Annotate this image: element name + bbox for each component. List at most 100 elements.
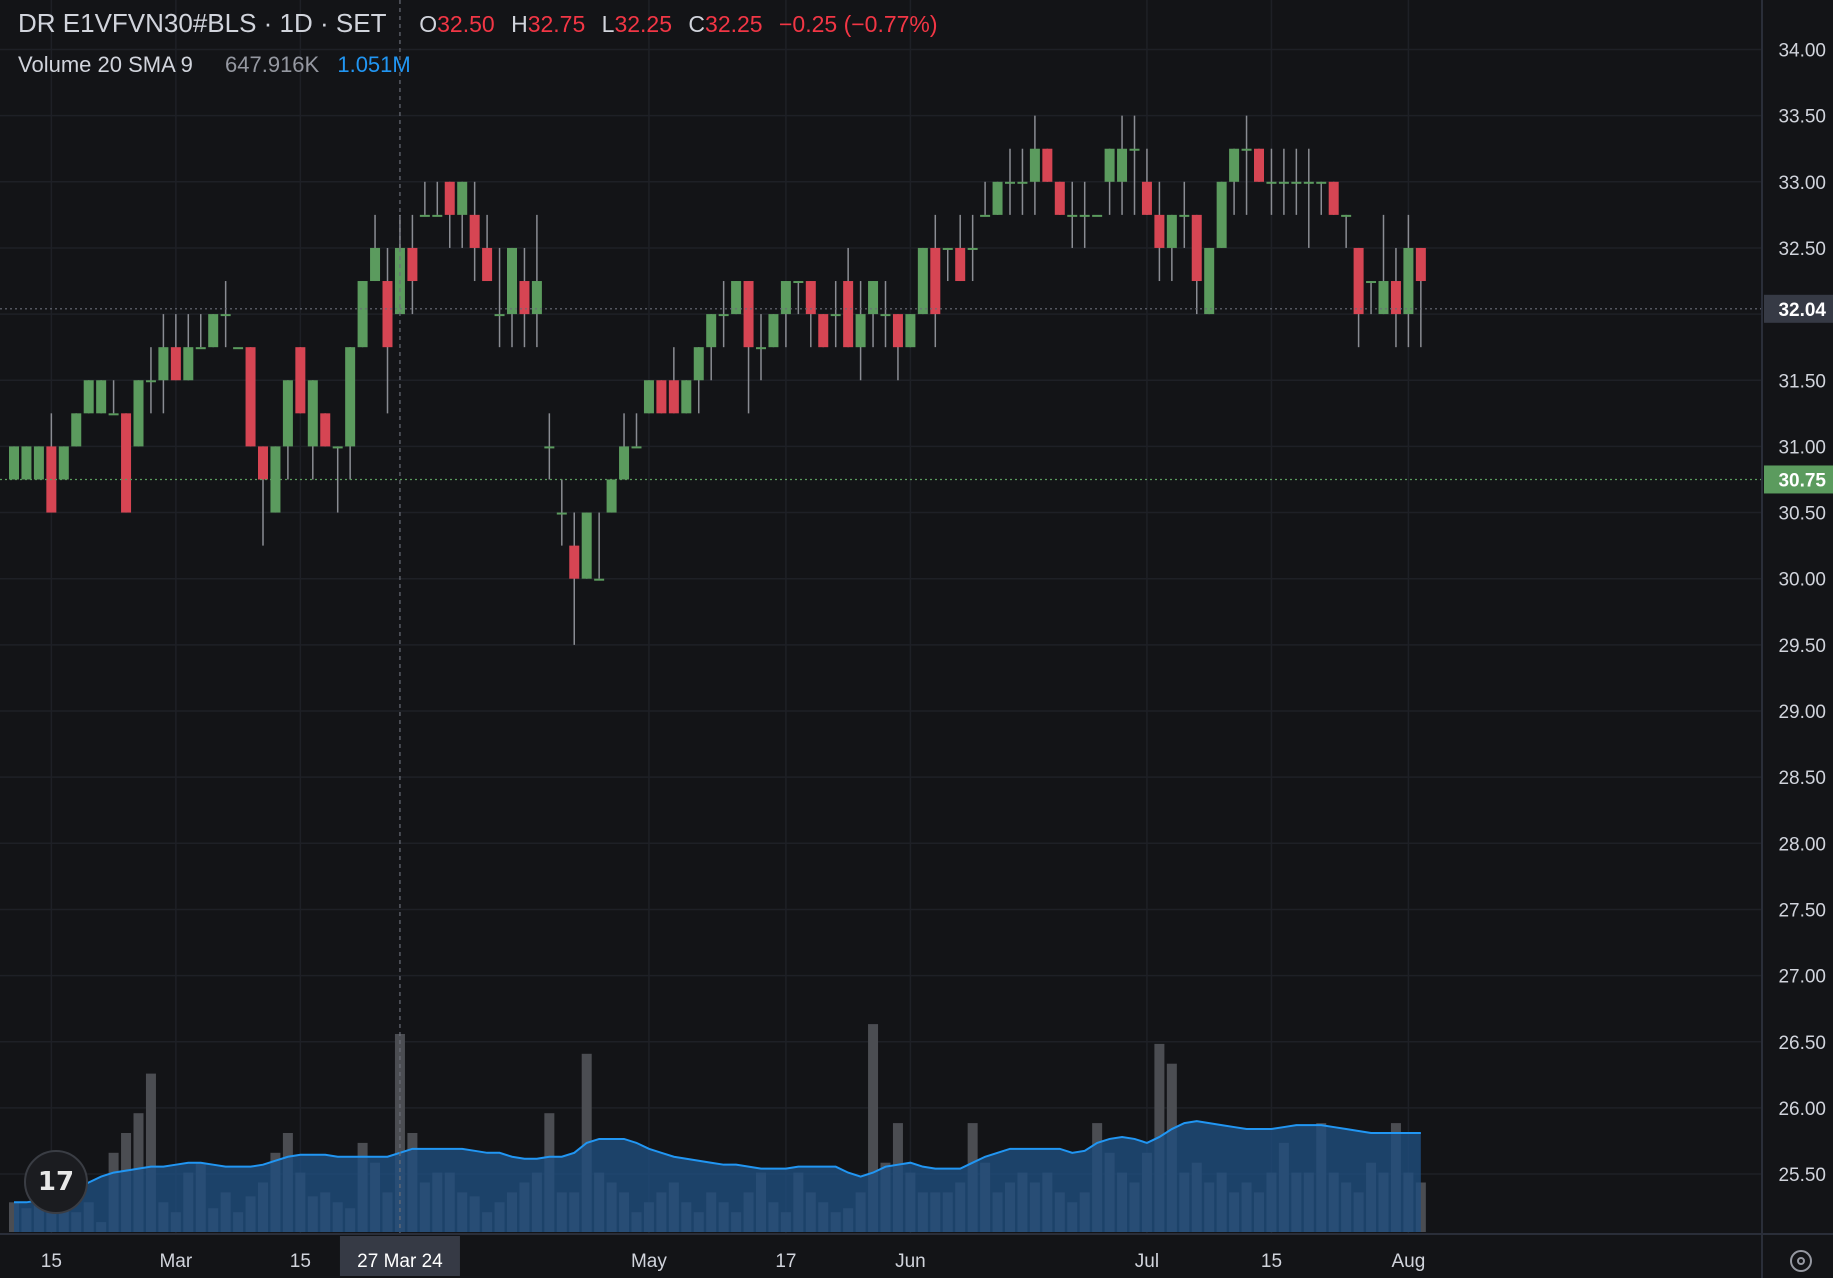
candle-body	[905, 314, 916, 348]
candle-body	[1017, 181, 1028, 184]
y-tick-label: 28.50	[1778, 768, 1826, 789]
close-label: C	[688, 11, 706, 37]
candle-body	[1191, 214, 1202, 282]
candle-body	[1328, 181, 1339, 215]
candle-body	[1117, 148, 1128, 182]
volume-sma-line	[14, 1120, 1421, 1204]
candle-body	[606, 479, 617, 513]
candle-body	[121, 413, 132, 513]
candle-body	[1166, 214, 1177, 248]
candle-body	[594, 578, 605, 581]
volume-value: 647.916K	[225, 52, 320, 77]
candle-body	[1291, 181, 1302, 184]
candle-body	[457, 181, 468, 215]
candle-body	[208, 314, 219, 348]
candle-body	[96, 380, 107, 414]
price-label: 30.75	[1778, 470, 1826, 491]
volume-indicator-title: Volume 20 SMA 9	[18, 52, 193, 77]
candle-body	[805, 281, 816, 315]
candle-body	[1029, 148, 1040, 182]
candle-body	[706, 314, 717, 348]
candle-body	[258, 446, 268, 480]
candle-body	[531, 281, 542, 315]
candle-body	[183, 347, 194, 381]
y-tick-label: 30.00	[1778, 570, 1826, 591]
candle-body	[1366, 281, 1377, 284]
candle-body	[731, 281, 742, 315]
high-label: H	[511, 11, 528, 37]
volume-bar	[145, 1073, 156, 1232]
crosshair-date-label: 27 Mar 24	[357, 1251, 443, 1272]
volume-legend[interactable]: Volume 20 SMA 9 647.916K 1.051M	[18, 52, 411, 78]
candle-body	[843, 281, 854, 348]
candle-body	[980, 214, 991, 217]
y-tick-label: 31.50	[1778, 371, 1826, 392]
y-tick-label: 33.50	[1778, 107, 1826, 128]
settings-icon[interactable]	[1790, 1250, 1812, 1272]
candle-body	[1092, 214, 1103, 217]
close-value: 32.25	[705, 11, 763, 37]
candle-body	[693, 347, 704, 381]
candle-body	[482, 247, 493, 282]
candle-body	[668, 380, 679, 414]
y-tick-label: 26.00	[1778, 1099, 1826, 1120]
candle-body	[1067, 214, 1078, 217]
candle-body	[1054, 181, 1065, 215]
x-tick-label: 15	[1261, 1251, 1282, 1272]
candle-body	[444, 181, 455, 215]
candle-body	[133, 380, 144, 447]
price-label-box	[1764, 465, 1833, 494]
candle-body	[992, 181, 1003, 215]
candle-body	[220, 314, 231, 317]
y-tick-label: 27.50	[1778, 900, 1826, 921]
candle-body	[793, 281, 804, 284]
open-label: O	[419, 11, 438, 37]
candle-body	[345, 347, 356, 447]
candle-body	[1104, 148, 1115, 182]
candle-body	[1278, 181, 1289, 184]
candle-body	[818, 314, 829, 348]
y-tick-label: 32.50	[1778, 239, 1826, 260]
price-label: 32.04	[1778, 300, 1826, 321]
volume-sma-value: 1.051M	[337, 52, 411, 77]
high-value: 32.75	[527, 11, 586, 37]
x-tick-label: Aug	[1391, 1251, 1425, 1272]
candle-body	[407, 247, 418, 282]
candle-body	[282, 380, 293, 447]
candle-body	[1079, 214, 1090, 217]
candle-body	[631, 446, 642, 449]
candle-body	[145, 380, 156, 383]
tradingview-logo-icon[interactable]: 17	[24, 1150, 88, 1214]
price-label-box	[1764, 294, 1833, 323]
candle-body	[21, 446, 32, 480]
x-tick-label: Jun	[895, 1251, 926, 1272]
candle-body	[643, 380, 654, 414]
y-tick-label: 27.00	[1778, 967, 1826, 988]
candle-body	[743, 281, 754, 348]
y-tick-label: 30.50	[1778, 504, 1826, 525]
time-axis: 15 Mar 15 May 17 Jun Jul 15 Aug 27 Mar 24	[0, 1233, 1833, 1276]
candle-body	[1415, 247, 1426, 282]
candle-body	[158, 347, 169, 381]
symbol-title: DR E1VFVN30#BLS · 1D · SET	[18, 8, 386, 38]
candle-body	[917, 247, 928, 315]
candle-body	[357, 281, 368, 348]
volume-bar	[394, 1034, 405, 1232]
candle-body	[780, 281, 791, 315]
y-tick-label: 26.50	[1778, 1033, 1826, 1054]
candle-body	[469, 214, 480, 248]
candlestick-series	[9, 115, 1426, 645]
low-value: 32.25	[614, 11, 673, 37]
x-tick-label: Jul	[1135, 1251, 1159, 1272]
candle-body	[942, 247, 953, 250]
candle-body	[170, 347, 181, 381]
volume-sma-area	[14, 1120, 1421, 1232]
x-tick-label: 15	[290, 1251, 311, 1272]
candle-body	[1005, 181, 1015, 184]
candle-body	[295, 347, 306, 414]
candle-body	[1179, 214, 1190, 217]
candle-body	[1129, 148, 1140, 151]
